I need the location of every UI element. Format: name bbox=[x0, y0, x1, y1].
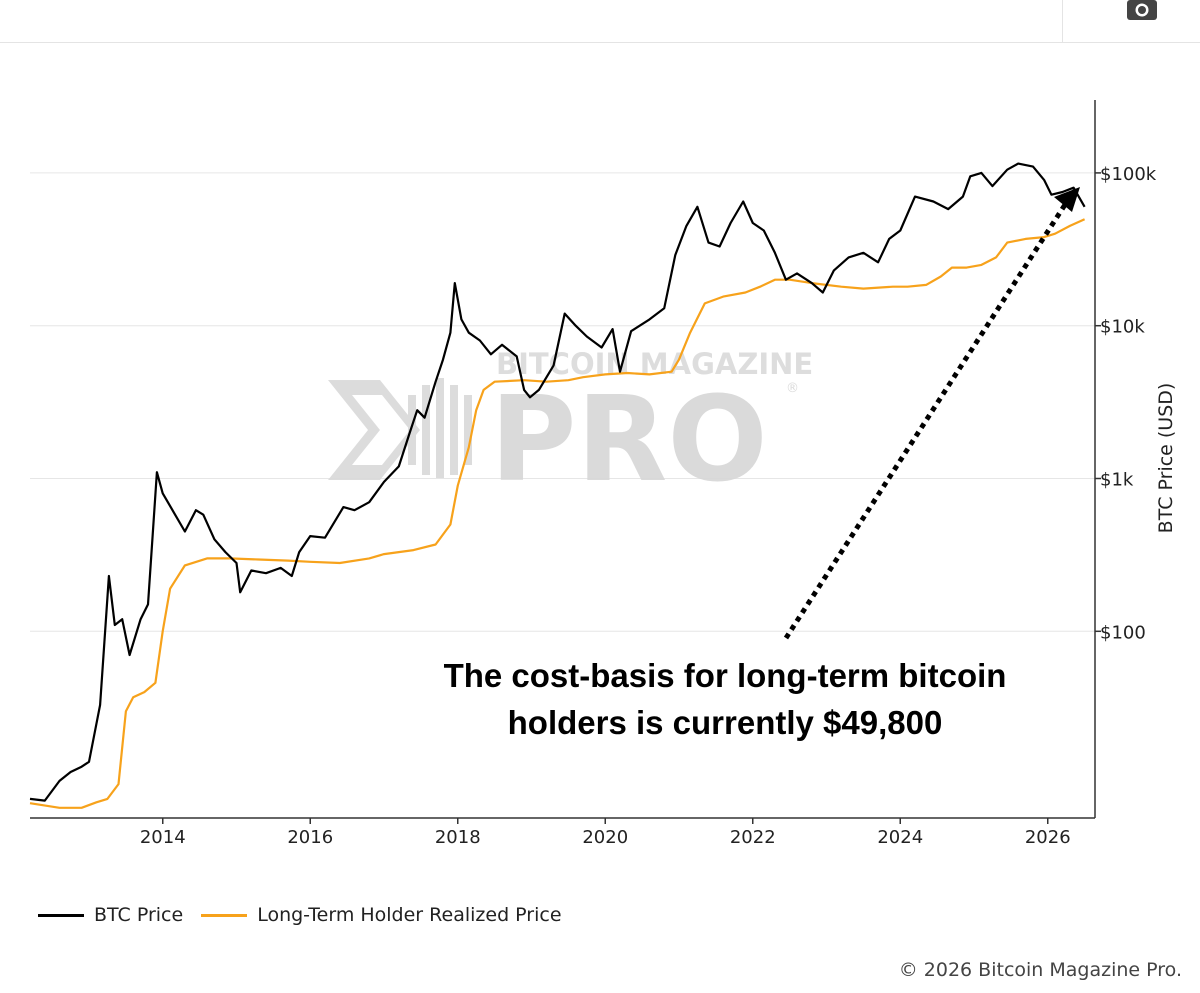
y-tick-label: $100 bbox=[1100, 622, 1146, 643]
watermark-logo: BITCOIN MAGAZINE PRO ® bbox=[328, 347, 813, 508]
x-tick-label: 2018 bbox=[435, 827, 481, 848]
y-axis-ticks: $100 $1k $10k $100k bbox=[1095, 164, 1157, 643]
annotation-line1: The cost-basis for long-term bitcoin bbox=[443, 657, 1007, 694]
y-tick-label: $100k bbox=[1100, 164, 1157, 185]
legend-label-btc: BTC Price bbox=[94, 904, 184, 926]
legend-label-lth: Long-Term Holder Realized Price bbox=[257, 904, 562, 926]
y-tick-label: $1k bbox=[1100, 470, 1134, 491]
x-axis-ticks: 2014 2016 2018 2020 2022 2024 2026 bbox=[140, 818, 1071, 848]
annotation-arrow bbox=[783, 187, 1080, 640]
legend-swatch-lth bbox=[201, 913, 248, 917]
x-tick-label: 2026 bbox=[1025, 827, 1071, 848]
x-tick-label: 2024 bbox=[877, 827, 923, 848]
legend: BTC Price Long-Term Holder Realized Pric… bbox=[38, 900, 580, 930]
x-tick-label: 2020 bbox=[582, 827, 628, 848]
legend-item-btc-price[interactable]: BTC Price bbox=[38, 904, 183, 926]
arrow-head-icon bbox=[1054, 187, 1080, 212]
y-axis-title: BTC Price (USD) bbox=[1155, 383, 1177, 534]
toolbar-divider bbox=[1062, 0, 1063, 42]
legend-item-lth-realized-price[interactable]: Long-Term Holder Realized Price bbox=[201, 904, 562, 926]
annotation-line2: holders is currently $49,800 bbox=[507, 704, 943, 741]
y-tick-label: $10k bbox=[1100, 317, 1145, 338]
watermark-registered: ® bbox=[786, 381, 799, 396]
series-line-lth-realized-price bbox=[29, 218, 1086, 809]
watermark-bars-icon bbox=[328, 378, 472, 480]
top-toolbar bbox=[0, 0, 1200, 43]
watermark-line2: PRO bbox=[490, 370, 768, 508]
x-tick-label: 2022 bbox=[730, 827, 776, 848]
copyright-text: © 2026 Bitcoin Magazine Pro. bbox=[898, 959, 1182, 981]
legend-swatch-btc bbox=[38, 913, 84, 917]
x-tick-label: 2016 bbox=[287, 827, 333, 848]
annotation-text: The cost-basis for long-term bitcoin hol… bbox=[380, 652, 1070, 746]
series-layer bbox=[29, 162, 1086, 809]
x-tick-label: 2014 bbox=[140, 827, 186, 848]
camera-icon[interactable] bbox=[1125, 0, 1159, 24]
series-line-btc-price bbox=[29, 162, 1086, 802]
